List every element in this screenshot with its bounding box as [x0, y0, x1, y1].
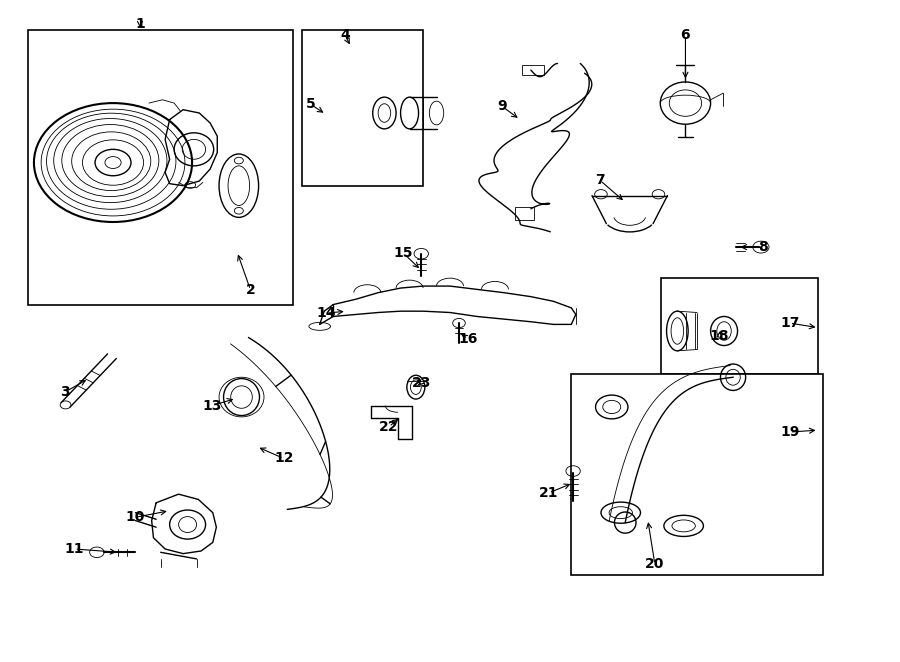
Text: 10: 10	[126, 510, 145, 524]
Text: 19: 19	[780, 425, 799, 439]
Text: 18: 18	[710, 329, 729, 344]
Text: 4: 4	[340, 28, 350, 42]
Text: 20: 20	[645, 557, 664, 571]
Text: 23: 23	[411, 375, 431, 389]
Text: 17: 17	[780, 316, 799, 330]
Text: 21: 21	[539, 486, 559, 500]
Text: 22: 22	[379, 420, 399, 434]
Bar	[662, 278, 818, 374]
Text: 13: 13	[202, 399, 221, 412]
Text: 2: 2	[246, 283, 256, 297]
Text: 9: 9	[498, 99, 507, 113]
Text: 5: 5	[306, 97, 316, 111]
Text: 7: 7	[595, 173, 605, 187]
Text: 12: 12	[274, 451, 293, 465]
Text: 3: 3	[60, 385, 70, 399]
Bar	[28, 30, 292, 305]
Text: 15: 15	[393, 246, 413, 260]
Bar	[572, 374, 823, 575]
Bar	[515, 207, 535, 220]
Text: 14: 14	[316, 306, 336, 320]
Text: 6: 6	[680, 28, 690, 42]
Text: 11: 11	[65, 542, 84, 556]
Bar	[302, 30, 423, 185]
Text: 1: 1	[135, 17, 145, 31]
Text: 8: 8	[758, 240, 768, 254]
Bar	[522, 65, 544, 75]
Text: 16: 16	[458, 332, 478, 346]
